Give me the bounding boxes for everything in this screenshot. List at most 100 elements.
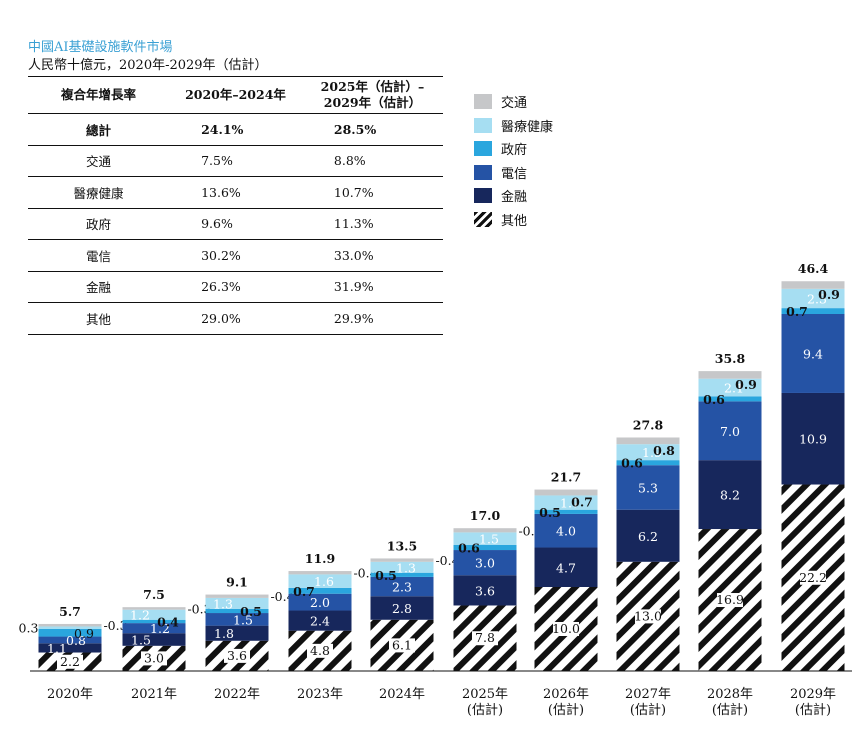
data-label-government: 0.5 (240, 604, 262, 619)
bar-segment-healthcare (122, 609, 186, 620)
cagr-value-2025-2029: 28.5% (301, 113, 443, 146)
bar-segment-healthcare (781, 288, 845, 309)
chart-title: 中國AI基礎設施軟件市場 (28, 40, 173, 55)
bar-segment-healthcare (616, 444, 680, 461)
data-label-telecom: 0.8 (66, 633, 86, 648)
data-label-healthcare: 1.6 (314, 574, 334, 589)
data-label-healthcare: 1.9 (642, 445, 662, 460)
legend-label: 醫療健康 (501, 119, 554, 135)
bar-segment-finance (38, 643, 102, 653)
cagr-row-total: 總計 24.1% 28.5% (28, 113, 443, 146)
bar-segment-telecom (288, 593, 352, 611)
data-label-others: 6.1 (392, 637, 412, 652)
label-bg-others (800, 570, 826, 585)
x-tick-label: 2029年 (790, 687, 836, 702)
bar-segment-healthcare (698, 378, 762, 397)
bar-total-label: 46.4 (798, 261, 829, 276)
bar-segment-transport (122, 607, 186, 610)
data-label-government: 0.5 (539, 505, 561, 520)
bar-segment-government (38, 629, 102, 637)
data-label-telecom: 9.4 (803, 346, 823, 361)
x-tick-label: (估計) (467, 702, 503, 718)
data-label-others: 3.6 (227, 648, 247, 663)
x-tick-label: 2024年 (379, 687, 425, 702)
label-bg-others (635, 609, 661, 624)
data-label-transport: 0.7 (571, 495, 593, 510)
cagr-value-2025-2029: 11.3% (301, 208, 443, 240)
bar-segment-government (205, 608, 269, 614)
data-label-telecom: 7.0 (720, 424, 740, 439)
x-tick-label: 2020年 (47, 687, 93, 702)
cagr-row-label: 醫療健康 (28, 176, 170, 209)
data-label-finance: 8.2 (720, 488, 740, 503)
data-label-telecom: 1.2 (150, 621, 170, 636)
data-label-finance: 4.7 (556, 560, 576, 575)
bar-segment-finance (453, 575, 517, 606)
bar-segment-finance (616, 509, 680, 562)
bar-segment-government (453, 545, 517, 551)
legend-item-telecom: 電信 (474, 161, 553, 185)
data-label-finance: 1.5 (131, 633, 151, 648)
data-label-government: 0.5 (375, 568, 397, 583)
bar-segment-finance (534, 547, 598, 587)
bar-total-label: 7.5 (143, 587, 165, 602)
cagr-value-2020-2024: 7.5% (169, 145, 302, 177)
data-label-others: 3.0 (144, 650, 164, 665)
data-label-healthcare: 1.3 (396, 560, 416, 575)
legend-label: 電信 (501, 166, 528, 182)
x-tick-label: 2021年 (131, 687, 177, 702)
bar-segment-telecom (122, 623, 186, 634)
data-label-telecom: 4.0 (556, 524, 576, 539)
bar-segment-telecom (616, 465, 680, 510)
bar-segment-government (781, 308, 845, 314)
data-label-healthcare: 1.3 (213, 596, 233, 611)
data-label-healthcare: 2.3 (807, 291, 827, 306)
legend-item-transport: 交通 (474, 90, 553, 114)
data-label-transport: 0.9 (735, 377, 757, 392)
cagr-value-2025-2029: 8.8% (301, 145, 443, 177)
data-label-transport: -0.3 (103, 618, 127, 633)
data-label-healthcare: 0.3 (19, 620, 39, 635)
x-tick-label: (估計) (795, 702, 831, 718)
cagr-value-2020-2024: 30.2% (169, 239, 302, 272)
legend-swatch (474, 117, 492, 133)
bar-segment-finance (698, 460, 762, 530)
bar-segment-government (370, 572, 434, 577)
cagr-row-telecom: 電信 30.2% 33.0% (28, 239, 443, 272)
data-label-healthcare: 1.7 (560, 496, 580, 511)
bar-total-label: 35.8 (715, 351, 746, 366)
legend-swatch (474, 188, 492, 204)
bar-segment-telecom (781, 314, 845, 393)
bar-total-label: 13.5 (387, 538, 417, 553)
legend-item-others: 其他 (474, 208, 553, 232)
bar-segment-transport (534, 489, 598, 496)
legend-item-healthcare: 醫療健康 (474, 114, 553, 138)
bar-total-label: 21.7 (551, 470, 581, 485)
bar-total-label: 27.8 (633, 417, 664, 432)
legend-label: 其他 (501, 213, 528, 229)
data-label-government: 0.6 (703, 392, 725, 407)
bar-total-label: 17.0 (470, 508, 501, 523)
bar-segment-transport (453, 528, 517, 533)
legend-item-finance: 金融 (474, 184, 553, 208)
legend-swatch (474, 141, 492, 157)
cagr-header-period2: 2025年（估計）– 2029年（估計） (301, 76, 443, 114)
data-label-others: 4.8 (310, 643, 330, 658)
legend-item-government: 政府 (474, 137, 553, 161)
bar-segment-telecom (370, 576, 434, 597)
data-label-finance: 2.4 (310, 614, 330, 629)
data-label-government: 0.4 (157, 614, 179, 629)
data-label-healthcare: 2.1 (724, 381, 744, 396)
x-tick-label: 2022年 (214, 687, 260, 702)
data-label-finance: 6.2 (638, 529, 658, 544)
label-bg-others (553, 622, 579, 636)
data-label-others: 13.0 (634, 608, 662, 623)
cagr-value-2025-2029: 33.0% (301, 239, 443, 272)
data-label-government: 0.6 (621, 456, 643, 471)
legend-swatch (474, 164, 492, 180)
data-label-telecom: 2.3 (392, 580, 412, 595)
cagr-value-2020-2024: 29.0% (169, 302, 302, 335)
legend-label: 金融 (501, 190, 528, 206)
cagr-row-others: 其他 29.0% 29.9% (28, 302, 443, 335)
x-tick-label: 2028年 (707, 687, 753, 702)
